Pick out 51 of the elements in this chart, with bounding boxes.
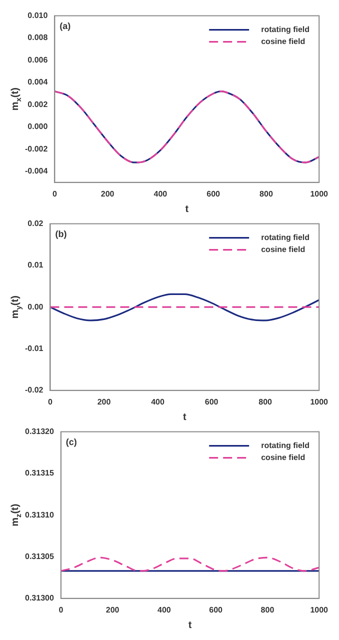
y-tick-label: 0.31310 bbox=[24, 510, 54, 520]
x-axis-title: t bbox=[185, 204, 190, 215]
y-tick-label: 0.31305 bbox=[24, 552, 54, 561]
legend-label: cosine field bbox=[261, 453, 306, 462]
y-tick-label: -0.01 bbox=[25, 344, 44, 353]
y-tick-label: 0.31315 bbox=[24, 468, 54, 478]
y-tick-label: 0.00 bbox=[28, 302, 44, 312]
y-tick-label: -0.002 bbox=[24, 144, 48, 154]
x-axis-title: t bbox=[188, 620, 192, 631]
line-series bbox=[54, 90, 320, 164]
x-tick-label: 600 bbox=[206, 189, 221, 198]
y-tick-label: 0.008 bbox=[28, 33, 48, 42]
annotation: (a) bbox=[60, 20, 71, 31]
line-series bbox=[50, 293, 320, 322]
line-series bbox=[60, 556, 320, 572]
y-tick-label: 0.006 bbox=[28, 55, 48, 64]
y-tick-label: 0.000 bbox=[28, 122, 48, 132]
x-axis-title: t bbox=[183, 412, 188, 423]
annotation: (b) bbox=[55, 228, 67, 239]
y-tick-label: 0.31300 bbox=[24, 594, 54, 603]
x-tick-label: 800 bbox=[258, 397, 273, 406]
x-tick-label: 800 bbox=[260, 189, 274, 198]
y-tick-label: 0.010 bbox=[28, 11, 48, 20]
y-tick-label: -0.004 bbox=[24, 166, 48, 176]
y-tick-label: 0.004 bbox=[28, 78, 48, 87]
x-tick-label: 1000 bbox=[310, 189, 329, 198]
x-tick-label: 0 bbox=[52, 189, 58, 198]
legend-label: rotating field bbox=[261, 25, 310, 34]
x-tick-label: 200 bbox=[97, 397, 112, 406]
x-tick-label: 400 bbox=[151, 397, 165, 406]
x-tick-label: 200 bbox=[106, 605, 120, 614]
x-tick-label: 600 bbox=[204, 397, 219, 406]
legend-label: cosine field bbox=[261, 245, 306, 254]
x-tick-label: 1000 bbox=[310, 397, 329, 406]
legend-label: cosine field bbox=[261, 37, 306, 46]
y-tick-label: 0.31320 bbox=[24, 427, 54, 436]
x-tick-label: 600 bbox=[209, 605, 224, 614]
legend-label: rotating field bbox=[261, 441, 310, 450]
y-tick-label: 0.02 bbox=[28, 219, 44, 228]
annotation: (c) bbox=[66, 436, 77, 447]
y-tick-label: -0.02 bbox=[25, 386, 44, 395]
x-tick-label: 0 bbox=[48, 397, 54, 406]
x-tick-label: 400 bbox=[154, 189, 168, 198]
legend-label: rotating field bbox=[261, 233, 310, 242]
x-tick-label: 800 bbox=[260, 605, 275, 614]
x-tick-label: 0 bbox=[58, 605, 64, 614]
y-tick-label: 0.01 bbox=[28, 260, 44, 270]
x-tick-label: 200 bbox=[100, 189, 115, 198]
x-tick-label: 400 bbox=[158, 605, 172, 614]
y-tick-label: 0.002 bbox=[28, 100, 48, 109]
x-tick-label: 1000 bbox=[310, 605, 329, 614]
